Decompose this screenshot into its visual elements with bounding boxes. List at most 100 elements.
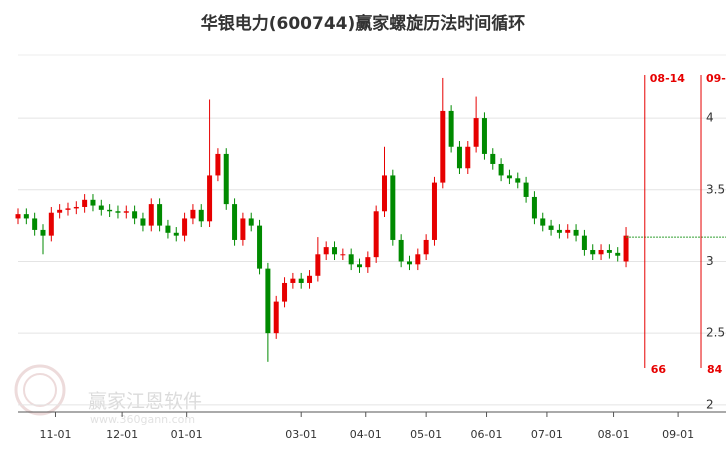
candle-body (15, 214, 21, 219)
candle-body (82, 199, 88, 207)
y-tick-label: 3 (706, 254, 714, 268)
candle-body (573, 229, 579, 236)
x-tick-label: 12-01 (106, 428, 138, 441)
candle-body (531, 196, 537, 219)
candle-body (265, 268, 271, 334)
candle-body (257, 225, 263, 269)
candle-body (132, 211, 138, 219)
candle-body (498, 163, 504, 176)
candle-body (548, 225, 554, 230)
candle-body (506, 175, 512, 179)
candle-body (481, 118, 487, 154)
candle-body (182, 218, 188, 236)
candle-body (223, 153, 229, 205)
candle-body (332, 247, 338, 255)
candle-body (57, 209, 63, 213)
candle-body (73, 206, 79, 209)
cycle-date: 09-0 (706, 72, 726, 85)
candle-body (165, 225, 171, 233)
x-tick-label: 03-01 (285, 428, 317, 441)
candle-body (273, 301, 279, 334)
candle-body (357, 264, 363, 268)
candle-body (623, 235, 629, 262)
candle-body (207, 175, 213, 222)
candle-body (465, 146, 471, 169)
x-tick-label: 07-01 (531, 428, 563, 441)
candle-body (340, 254, 346, 256)
candle-body (198, 209, 204, 222)
candle-body (173, 232, 179, 236)
candle-body (98, 205, 104, 210)
y-tick-label: 4 (706, 111, 714, 125)
x-tick-label: 06-01 (471, 428, 503, 441)
candle-body (348, 254, 354, 265)
candle-body (606, 249, 612, 253)
candle-body (456, 146, 462, 169)
chart-title: 华银电力(600744)赢家螺旋历法时间循环 (201, 13, 526, 34)
y-tick-label: 2 (706, 397, 714, 411)
candle-body (123, 211, 129, 213)
x-tick-label: 05-01 (410, 428, 442, 441)
candle-body (581, 235, 587, 250)
candle-body (565, 229, 571, 233)
candle-body (232, 204, 238, 240)
candle-body (515, 178, 521, 183)
y-tick-label: 2.5 (706, 326, 725, 340)
candle-body (65, 208, 71, 210)
candle-body (365, 257, 371, 268)
x-tick-label: 01-01 (171, 428, 203, 441)
candle-body (473, 118, 479, 147)
candle-body (290, 278, 296, 283)
x-tick-label: 11-01 (39, 428, 71, 441)
y-tick-label: 3.5 (706, 182, 725, 196)
candle-body (373, 211, 379, 258)
candle-body (48, 212, 54, 236)
candle-body (590, 249, 596, 255)
candle-body (415, 254, 421, 265)
cycle-date: 08-14 (650, 72, 686, 85)
candle-body (215, 153, 221, 176)
candle-body (248, 218, 254, 226)
cycle-count: 66 (651, 363, 667, 376)
candle-body (32, 218, 38, 230)
candle-body (298, 278, 304, 283)
x-tick-label: 09-01 (662, 428, 694, 441)
candle-body (540, 218, 546, 226)
candle-body (390, 175, 396, 240)
candle-body (406, 261, 412, 265)
candle-body (140, 218, 146, 226)
candle-body (240, 218, 246, 240)
candle-body (556, 229, 562, 233)
candle-body (440, 110, 446, 183)
candle-body (598, 249, 604, 255)
watermark-name: 赢家江恩软件 (88, 391, 202, 413)
watermark-logo (14, 364, 66, 416)
candle-body (490, 153, 496, 164)
watermark-logo-inner (23, 373, 57, 407)
candle-body (115, 211, 121, 213)
cycle-count: 84 (707, 363, 723, 376)
x-tick-label: 04-01 (350, 428, 382, 441)
watermark-url: www.360gann.com (90, 413, 195, 426)
candle-body (148, 204, 154, 226)
candle-body (423, 239, 429, 255)
candle-body (315, 254, 321, 276)
candle-body (107, 209, 113, 212)
candle-body (323, 247, 329, 255)
candle-body (40, 229, 46, 236)
candle-body (523, 182, 529, 197)
candle-body (23, 214, 29, 219)
candle-body (307, 275, 313, 283)
candle-body (190, 209, 196, 219)
watermark: 赢家江恩软件 www.360gann.com (14, 364, 202, 426)
candle-body (282, 282, 288, 302)
candles (15, 77, 629, 362)
candle-body (615, 252, 621, 256)
candle-body (381, 175, 387, 212)
candle-body (431, 182, 437, 240)
x-tick-label: 08-01 (598, 428, 630, 441)
candle-body (398, 239, 404, 262)
candle-body (90, 199, 96, 206)
